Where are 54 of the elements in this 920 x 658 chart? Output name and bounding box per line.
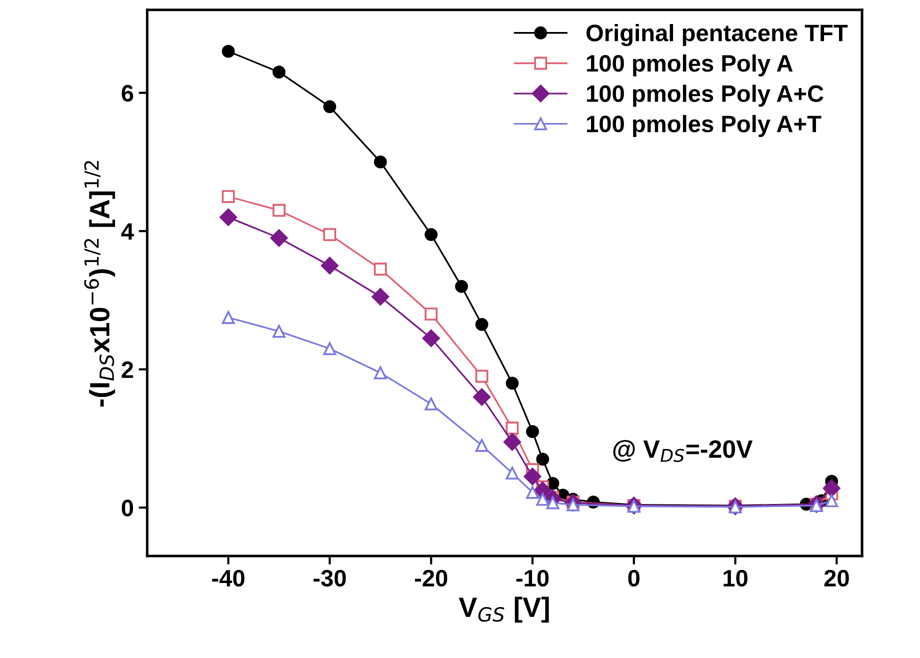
x-tick-label: -40 bbox=[212, 570, 244, 587]
y-tick-label: 2 bbox=[122, 361, 134, 378]
point bbox=[272, 324, 286, 338]
point bbox=[473, 388, 491, 406]
point bbox=[424, 397, 438, 410]
x-axis-title: V$_{GS}$ [V] bbox=[458, 596, 549, 623]
point bbox=[422, 329, 440, 348]
point bbox=[475, 318, 488, 331]
annotation: @ V$_{DS}$=-20V bbox=[613, 440, 753, 462]
x-tick-label: 10 bbox=[724, 570, 748, 587]
point bbox=[222, 311, 235, 324]
x-tick-label: 20 bbox=[824, 570, 849, 587]
x-tick-label: -30 bbox=[314, 570, 346, 587]
point bbox=[220, 208, 238, 226]
point bbox=[475, 438, 488, 452]
point bbox=[506, 376, 519, 390]
point bbox=[536, 452, 550, 466]
point bbox=[272, 204, 286, 217]
point bbox=[424, 308, 438, 321]
point bbox=[323, 228, 336, 242]
point bbox=[822, 480, 840, 498]
point bbox=[374, 262, 387, 276]
legend-label: 100 pmoles Poly A+C bbox=[586, 84, 824, 107]
point bbox=[374, 156, 387, 168]
legend-label: Original pentacene TFT bbox=[586, 24, 848, 46]
point bbox=[374, 366, 387, 380]
point bbox=[270, 229, 288, 247]
y-tick-label: 0 bbox=[122, 500, 134, 516]
y-tick-label: 6 bbox=[122, 84, 134, 102]
x-tick-label: 0 bbox=[628, 570, 640, 587]
point bbox=[524, 468, 542, 486]
point bbox=[222, 190, 235, 203]
point bbox=[372, 288, 390, 306]
point bbox=[272, 66, 286, 79]
y-axis-title: -(I$_{DS}$x10$^{−6}$)$^{1/2}$ [A]$^{1/2}$ bbox=[84, 161, 116, 407]
y-tick-label: 4 bbox=[121, 223, 134, 240]
point bbox=[825, 494, 838, 508]
legend-label: 100 pmoles Poly A+T bbox=[586, 114, 822, 137]
point bbox=[320, 256, 338, 274]
point bbox=[323, 342, 336, 356]
point bbox=[475, 370, 488, 383]
point bbox=[536, 492, 550, 506]
point bbox=[455, 280, 468, 293]
point bbox=[222, 44, 235, 58]
point bbox=[526, 486, 539, 499]
point bbox=[526, 425, 539, 438]
legend-label: 100 pmoles Poly A bbox=[586, 54, 793, 76]
x-tick-label: -10 bbox=[516, 570, 549, 587]
point bbox=[506, 422, 519, 435]
x-tick-label: -20 bbox=[414, 570, 448, 587]
point bbox=[424, 228, 438, 242]
point bbox=[323, 100, 336, 114]
point bbox=[503, 433, 521, 451]
point bbox=[506, 466, 519, 480]
